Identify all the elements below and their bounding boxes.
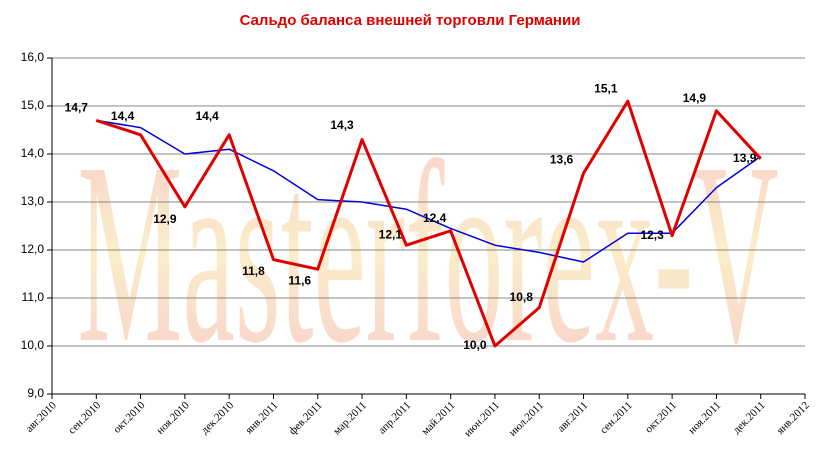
x-tick-label: янв.2012 bbox=[775, 399, 812, 436]
y-tick-label: 10,0 bbox=[21, 338, 45, 352]
line-series bbox=[96, 119, 762, 263]
value-label: 15,1 bbox=[594, 81, 618, 95]
value-label: 14,3 bbox=[330, 118, 354, 132]
x-tick-label: мар.2011 bbox=[331, 399, 369, 437]
y-tick-label: 15,0 bbox=[21, 98, 45, 112]
x-tick-label: окт.2011 bbox=[643, 399, 679, 435]
x-tick-label: сен.2010 bbox=[66, 399, 104, 437]
x-tick-label: май.2011 bbox=[419, 399, 457, 437]
y-tick-label: 16,0 bbox=[21, 50, 45, 64]
y-tick-label: 11,0 bbox=[22, 290, 45, 304]
value-label: 14,9 bbox=[683, 91, 707, 105]
x-tick-label: янв.2011 bbox=[243, 399, 280, 436]
value-label: 14,7 bbox=[65, 101, 89, 115]
watermark: Masterforex-V bbox=[77, 108, 778, 396]
x-tick-label: ноя.2011 bbox=[686, 399, 723, 436]
x-tick-label: авг.2010 bbox=[23, 399, 59, 435]
value-label: 14,4 bbox=[111, 109, 135, 123]
x-tick-label: фев.2011 bbox=[287, 399, 325, 437]
value-label: 11,6 bbox=[288, 273, 311, 287]
x-tick-label: сен.2011 bbox=[598, 399, 635, 436]
x-tick-label: окт.2010 bbox=[111, 399, 148, 436]
line-series bbox=[95, 99, 762, 348]
x-tick-label: авг.2011 bbox=[555, 399, 590, 434]
chart-title: Сальдо баланса внешней торговли Германии bbox=[240, 12, 581, 29]
value-label: 12,4 bbox=[423, 211, 447, 225]
value-label: 10,8 bbox=[510, 290, 534, 304]
value-label: 13,6 bbox=[550, 152, 574, 166]
value-label: 12,3 bbox=[640, 228, 664, 242]
x-tick-label: апр.2011 bbox=[376, 399, 413, 436]
value-label: 11,8 bbox=[242, 264, 265, 278]
value-label: 12,1 bbox=[379, 227, 403, 241]
y-tick-label: 13,0 bbox=[21, 194, 45, 208]
value-label: 12,9 bbox=[153, 212, 177, 226]
x-tick-label: июл.2011 bbox=[507, 399, 546, 438]
x-tick-label: июн.2011 bbox=[462, 399, 502, 439]
y-tick-label: 12,0 bbox=[21, 242, 45, 256]
x-tick-label: дек.2010 bbox=[199, 399, 237, 437]
y-tick-label: 9,0 bbox=[27, 386, 44, 400]
value-label: 13,9 bbox=[733, 151, 757, 165]
y-tick-label: 14,0 bbox=[21, 146, 45, 160]
x-tick-label: дек.2011 bbox=[731, 399, 768, 436]
value-label: 10,0 bbox=[463, 338, 487, 352]
x-tick-label: ноя.2010 bbox=[154, 399, 192, 437]
value-label: 14,4 bbox=[195, 109, 219, 123]
